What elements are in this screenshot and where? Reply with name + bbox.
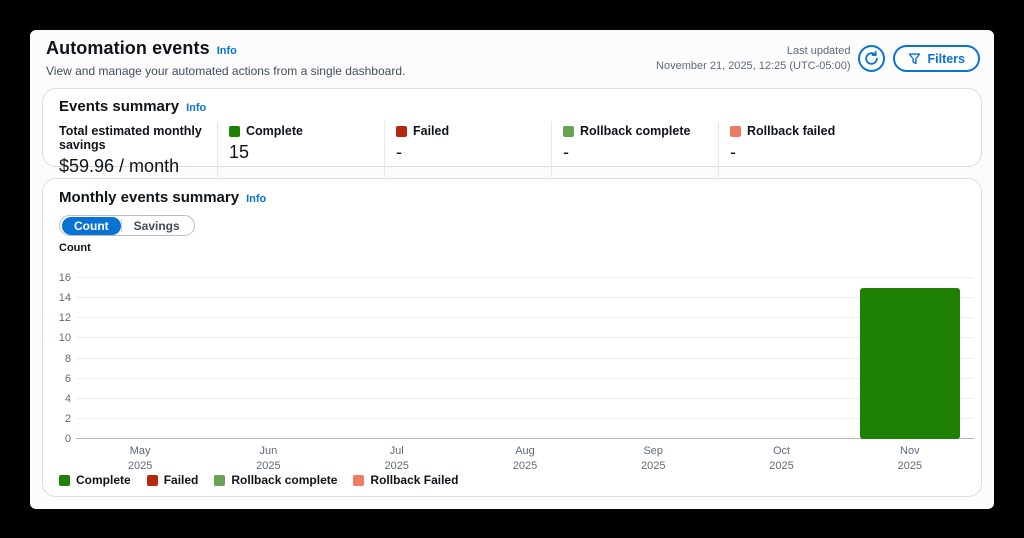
refresh-icon xyxy=(864,51,879,66)
filters-button[interactable]: Filters xyxy=(893,45,980,73)
complete-swatch-icon xyxy=(229,125,240,137)
filter-funnel-icon xyxy=(908,52,921,65)
legend-label: Complete xyxy=(76,473,131,487)
legend-label: Rollback Failed xyxy=(370,473,459,487)
legend-label: Rollback complete xyxy=(231,473,338,487)
metric-complete: Complete 15 xyxy=(217,122,384,177)
failed-swatch-icon xyxy=(396,125,407,137)
rollback-failed-swatch-icon xyxy=(730,125,741,137)
gridline xyxy=(76,397,974,399)
metric-label: Failed xyxy=(413,124,450,138)
x-tick-label: Oct 2025 xyxy=(769,445,794,473)
gridline xyxy=(76,317,974,319)
rollback-complete-swatch-icon xyxy=(563,125,574,137)
y-tick-label: 0 xyxy=(64,433,71,445)
last-updated-value: November 21, 2025, 12:25 (UTC-05:00) xyxy=(656,59,851,72)
metric-rollback-complete: Rollback complete - xyxy=(551,122,718,177)
filters-button-label: Filters xyxy=(927,51,965,66)
dashboard-page: Automation events Info View and manage y… xyxy=(30,30,994,509)
x-tick-label: Sep 2025 xyxy=(641,445,666,473)
events-summary-info-link[interactable]: Info xyxy=(186,102,207,114)
metric-value: $59.96 / month xyxy=(59,156,180,176)
x-axis-labels: May 2025 Jun 2025 Jul 2025 Aug 2025 Sep 2025 Oct 20… xyxy=(76,444,974,475)
page-subtitle: View and manage your automated actions f… xyxy=(46,64,406,78)
metric-value: - xyxy=(563,142,569,162)
y-tick-label: 12 xyxy=(58,312,71,325)
y-tick-label: 10 xyxy=(58,332,71,345)
bar-complete-nov-2025[interactable] xyxy=(859,288,960,439)
gridline xyxy=(76,297,974,299)
toggle-divider xyxy=(120,219,122,232)
legend-swatch-icon xyxy=(59,474,70,486)
monthly-events-summary-card: Monthly events summary Info Count Saving… xyxy=(42,178,982,497)
gridline xyxy=(76,417,974,419)
x-tick-label: May 2025 xyxy=(127,445,153,473)
y-axis-title: Count xyxy=(59,242,91,254)
header-left: Automation events Info View and manage y… xyxy=(46,38,405,78)
metric-value: - xyxy=(396,142,402,162)
monthly-summary-info-link[interactable]: Info xyxy=(246,193,267,205)
x-tick-label: Nov 2025 xyxy=(897,445,923,473)
y-tick-label: 16 xyxy=(58,272,71,284)
metric-failed: Failed - xyxy=(384,122,551,177)
gridline xyxy=(76,377,974,379)
metric-label: Rollback failed xyxy=(747,124,836,138)
metric-value: 15 xyxy=(229,142,250,162)
gridline xyxy=(76,277,974,278)
x-axis-baseline xyxy=(76,438,974,439)
monthly-summary-title: Monthly events summary xyxy=(59,189,240,206)
metric-label: Rollback complete xyxy=(580,124,691,138)
metric-rollback-failed: Rollback failed - xyxy=(718,122,965,177)
page-title: Automation events xyxy=(46,38,210,58)
events-summary-card: Events summary Info Total estimated mont… xyxy=(42,88,982,177)
events-summary-metrics: Total estimated monthly savings $59.96 /… xyxy=(59,122,965,177)
page-info-link[interactable]: Info xyxy=(216,45,237,57)
legend-item-rollback-complete[interactable]: Rollback complete xyxy=(214,473,337,487)
toggle-option-count[interactable]: Count xyxy=(62,216,121,235)
legend-swatch-icon xyxy=(146,474,158,486)
gridline xyxy=(76,357,974,359)
toggle-option-savings[interactable]: Savings xyxy=(122,217,192,235)
metric-label: Total estimated monthly savings xyxy=(59,124,202,152)
y-tick-label: 2 xyxy=(64,412,71,425)
metric-total-savings: Total estimated monthly savings $59.96 /… xyxy=(59,122,217,177)
legend-item-complete[interactable]: Complete xyxy=(59,473,131,487)
metric-label: Complete xyxy=(246,124,303,138)
metric-value: - xyxy=(730,142,736,162)
y-tick-label: 4 xyxy=(64,392,71,405)
chart-legend: Complete Failed Rollback complete Rollback … xyxy=(59,473,458,487)
x-tick-label: Jul 2025 xyxy=(384,445,409,473)
header-right: Last updated November 21, 2025, 12:25 (U… xyxy=(656,44,980,74)
legend-item-failed[interactable]: Failed xyxy=(146,473,199,487)
events-summary-title: Events summary xyxy=(59,98,180,115)
chart-plot: 0 2 4 6 8 10 12 14 16 xyxy=(59,272,974,445)
y-tick-label: 8 xyxy=(64,352,71,365)
legend-label: Failed xyxy=(163,473,199,487)
refresh-button[interactable] xyxy=(858,45,886,73)
gridline xyxy=(76,337,974,339)
legend-item-rollback-failed[interactable]: Rollback Failed xyxy=(353,473,458,487)
y-tick-label: 14 xyxy=(58,292,71,305)
x-tick-label: Aug 2025 xyxy=(512,445,538,473)
last-updated-label: Last updated xyxy=(786,45,851,57)
y-tick-label: 6 xyxy=(64,372,71,385)
count-savings-toggle[interactable]: Count Savings xyxy=(59,215,195,236)
legend-swatch-icon xyxy=(214,474,226,486)
page-header: Automation events Info View and manage y… xyxy=(46,38,980,78)
last-updated: Last updated November 21, 2025, 12:25 (U… xyxy=(656,44,850,74)
x-tick-label: Jun 2025 xyxy=(256,445,281,473)
legend-swatch-icon xyxy=(353,474,365,486)
